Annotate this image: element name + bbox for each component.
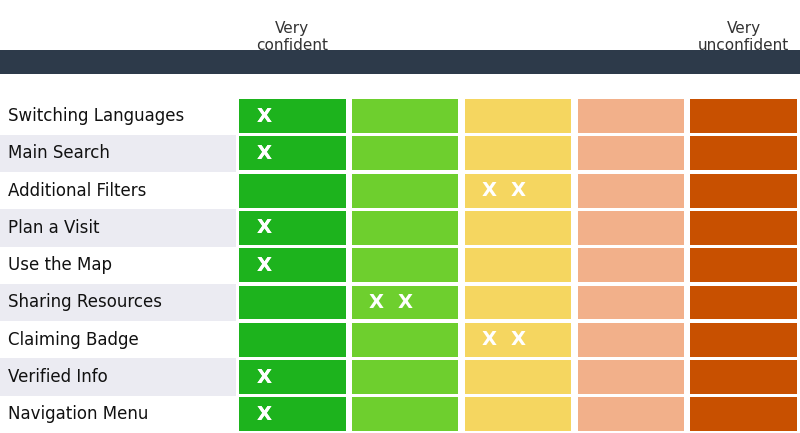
Bar	[465, 248, 571, 282]
Bar	[465, 136, 571, 170]
Text: X: X	[369, 293, 384, 312]
Text: X: X	[256, 144, 271, 163]
Bar	[465, 174, 571, 207]
Text: X: X	[256, 368, 271, 387]
Bar	[690, 136, 797, 170]
Bar	[0, 359, 236, 396]
Bar	[465, 360, 571, 394]
Text: Claiming Badge: Claiming Badge	[8, 331, 138, 349]
Text: X: X	[256, 144, 271, 163]
Text: X: X	[510, 181, 526, 200]
Bar	[0, 209, 236, 246]
Bar	[0, 246, 236, 284]
Text: X: X	[256, 405, 271, 424]
Bar	[578, 360, 684, 394]
Text: Very
confident: Very confident	[256, 21, 328, 53]
Bar	[465, 397, 571, 431]
Bar	[690, 323, 797, 357]
Bar	[690, 174, 797, 207]
Bar	[352, 211, 458, 245]
Bar	[690, 248, 797, 282]
Bar	[352, 286, 458, 320]
Bar	[352, 99, 458, 133]
Text: Switching Languages: Switching Languages	[8, 107, 184, 125]
Text: X: X	[256, 218, 271, 237]
Bar	[465, 323, 571, 357]
Bar	[578, 248, 684, 282]
Text: X: X	[398, 293, 413, 312]
Text: X: X	[256, 256, 271, 275]
Bar	[239, 248, 346, 282]
Bar	[239, 136, 346, 170]
Bar	[578, 99, 684, 133]
Bar	[690, 211, 797, 245]
Bar	[690, 99, 797, 133]
Text: Plan a Visit: Plan a Visit	[8, 219, 99, 237]
Bar	[239, 360, 346, 394]
Bar	[578, 136, 684, 170]
Bar	[0, 396, 236, 433]
Text: X: X	[256, 218, 271, 237]
Bar	[0, 321, 236, 359]
Bar	[352, 248, 458, 282]
Text: Use the Map: Use the Map	[8, 256, 112, 274]
Bar	[239, 397, 346, 431]
Text: X: X	[482, 330, 497, 349]
Text: X: X	[256, 405, 271, 424]
Bar	[690, 360, 797, 394]
Bar	[578, 323, 684, 357]
Bar	[239, 174, 346, 207]
Bar	[0, 172, 236, 209]
Bar	[465, 99, 571, 133]
Bar	[578, 286, 684, 320]
Text: Sharing Resources: Sharing Resources	[8, 294, 162, 311]
Bar	[239, 211, 346, 245]
Bar	[465, 211, 571, 245]
Text: X: X	[256, 256, 271, 275]
Bar	[0, 135, 236, 172]
Bar	[352, 323, 458, 357]
Bar	[690, 397, 797, 431]
Bar	[578, 211, 684, 245]
Bar	[465, 286, 571, 320]
Bar	[352, 397, 458, 431]
Text: X: X	[256, 368, 271, 387]
Text: Very
unconfident: Very unconfident	[698, 21, 790, 53]
Bar	[0, 50, 800, 74]
Text: Verified Info: Verified Info	[8, 368, 108, 386]
Bar	[352, 136, 458, 170]
Text: Main Search: Main Search	[8, 144, 110, 162]
Bar	[578, 397, 684, 431]
Text: X: X	[256, 107, 271, 126]
Bar	[352, 174, 458, 207]
Text: X: X	[510, 330, 526, 349]
Text: X: X	[256, 107, 271, 126]
Bar	[690, 286, 797, 320]
Bar	[578, 174, 684, 207]
Text: X: X	[482, 181, 497, 200]
Bar	[0, 284, 236, 321]
Bar	[239, 99, 346, 133]
Text: Navigation Menu: Navigation Menu	[8, 405, 148, 423]
Text: Additional Filters: Additional Filters	[8, 181, 146, 200]
Bar	[239, 286, 346, 320]
Bar	[239, 323, 346, 357]
Bar	[0, 97, 236, 135]
Bar	[352, 360, 458, 394]
